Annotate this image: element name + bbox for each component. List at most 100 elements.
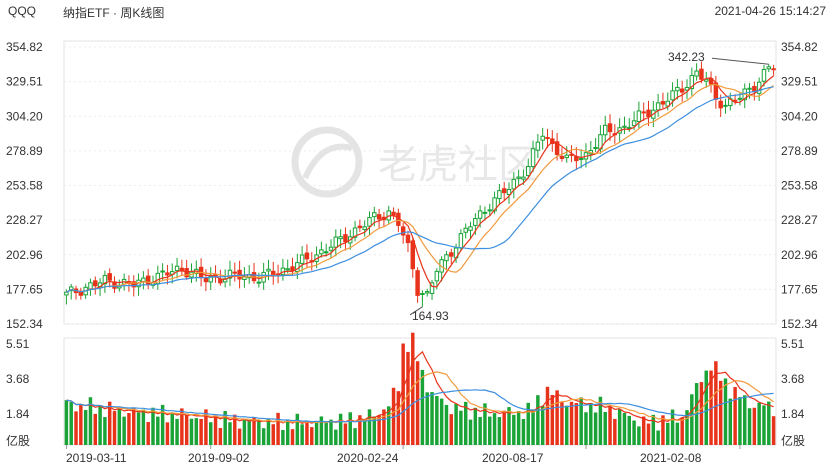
candle-body <box>477 210 483 219</box>
candle-body <box>367 217 372 227</box>
volume-bar <box>502 410 506 445</box>
candle-body <box>482 211 488 214</box>
volume-bar <box>266 418 271 445</box>
volume-bar <box>411 332 415 445</box>
volume-bar <box>444 404 449 445</box>
candle-body <box>766 66 772 70</box>
volume-bar <box>757 402 761 445</box>
candle-body <box>357 225 363 229</box>
price-tick-label-left: 329.51 <box>6 75 43 89</box>
candle-body <box>400 226 406 236</box>
volume-bar <box>449 414 454 445</box>
candle-body <box>559 155 565 159</box>
candle-body <box>684 86 690 91</box>
candle-body <box>458 233 464 249</box>
candle-body <box>424 291 430 294</box>
volume-bar <box>468 419 473 445</box>
volume-unit-label-right: 亿股 <box>781 433 805 448</box>
volume-bars <box>64 332 776 445</box>
price-tick-label-left: 228.27 <box>6 213 43 227</box>
volume-bar <box>646 423 651 445</box>
candle-body <box>184 268 189 278</box>
candle-body <box>444 254 449 262</box>
volume-bar <box>473 407 478 445</box>
volume-bar <box>170 412 174 445</box>
volume-bar <box>521 419 526 445</box>
volume-bar <box>569 401 574 445</box>
candle-body <box>641 111 646 114</box>
volume-bar <box>223 411 227 445</box>
price-tick-label-left: 354.82 <box>6 40 43 54</box>
candle-body <box>665 100 670 107</box>
volume-bar <box>526 402 530 445</box>
volume-bar <box>189 418 194 445</box>
candle-body <box>68 286 74 292</box>
volume-unit-label-left: 亿股 <box>6 433 30 448</box>
x-tick-label: 2019-09-02 <box>188 451 250 465</box>
low-annotation-leader <box>409 306 423 316</box>
candle-body <box>323 251 329 254</box>
ma-short-line <box>66 75 774 293</box>
low-annotation-label: 164.93 <box>412 309 449 323</box>
candle-body <box>429 282 435 294</box>
volume-bar <box>728 398 733 445</box>
candle-body <box>299 254 305 264</box>
x-tick-label: 2021-02-08 <box>640 451 702 465</box>
volume-bar <box>651 414 656 445</box>
volume-bar <box>319 416 324 445</box>
high-annotation-leader <box>711 57 769 65</box>
price-tick-label-right: 329.51 <box>781 75 818 89</box>
volume-bar <box>285 419 290 445</box>
candle-body <box>343 234 348 243</box>
candle-body <box>622 125 627 128</box>
volume-bar <box>666 422 670 445</box>
candle-body <box>723 104 728 107</box>
volume-bar <box>290 429 295 445</box>
volume-bar <box>536 395 540 445</box>
volume-ma-long-line <box>66 389 774 423</box>
volume-bar <box>146 422 150 445</box>
price-tick-label-left: 152.34 <box>6 317 43 331</box>
volume-bar <box>83 409 88 445</box>
volume-bar <box>271 424 276 445</box>
volume-tick-label-left: 5.51 <box>6 337 30 351</box>
volume-bar <box>564 405 569 445</box>
price-tick-label-right: 152.34 <box>781 317 818 331</box>
price-tick-label-right: 177.65 <box>781 282 818 296</box>
candle-body <box>179 267 185 271</box>
volume-bar <box>478 416 482 445</box>
volume-bar <box>762 405 766 445</box>
candle-body <box>232 271 238 274</box>
candle-body <box>415 270 420 296</box>
candle-body <box>352 227 358 238</box>
volume-bar <box>353 428 357 445</box>
volume-bar <box>377 415 381 445</box>
candle-body <box>593 146 598 149</box>
x-tick-label: 2019-03-11 <box>66 451 127 465</box>
volume-bar <box>512 414 516 445</box>
volume-bar <box>310 427 314 445</box>
chart-header: QQQ 纳指ETF · 周K线图 2021-04-26 15:14:27 <box>0 0 840 22</box>
volume-bar <box>184 415 189 445</box>
volume-bar <box>79 404 83 445</box>
volume-bar <box>670 409 675 445</box>
candle-body <box>463 227 468 233</box>
volume-bar <box>584 412 588 445</box>
volume-bar <box>64 400 69 445</box>
volume-bar <box>656 430 660 445</box>
candle-body <box>237 269 242 280</box>
candle-body <box>208 275 213 283</box>
candle-body <box>473 218 478 226</box>
volume-bar <box>127 413 131 445</box>
volume-frame <box>63 337 777 446</box>
candle-body <box>203 277 209 283</box>
volume-ma-short-line <box>66 350 774 424</box>
candle-body <box>497 190 502 200</box>
candle-body <box>752 86 757 92</box>
price-tick-label-left: 202.96 <box>6 248 43 262</box>
candle-body <box>256 281 262 284</box>
volume-bar <box>252 417 256 445</box>
candle-body <box>468 226 473 231</box>
volume-bar <box>680 417 684 445</box>
candle-body <box>506 188 512 195</box>
